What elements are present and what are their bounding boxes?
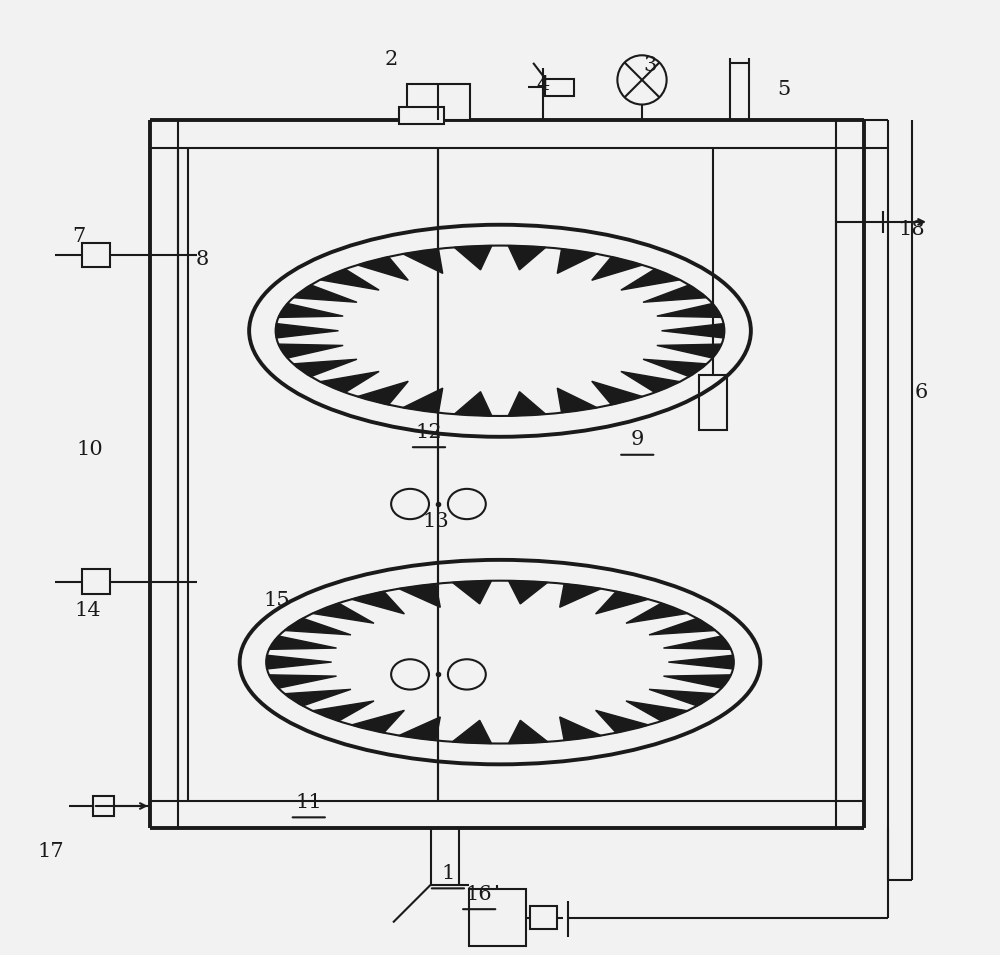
Polygon shape (452, 720, 492, 743)
Polygon shape (293, 359, 357, 376)
Polygon shape (269, 636, 337, 649)
Polygon shape (293, 285, 357, 303)
Text: 11: 11 (295, 793, 322, 812)
Polygon shape (357, 381, 408, 405)
Polygon shape (285, 618, 351, 635)
Polygon shape (313, 604, 374, 624)
Polygon shape (351, 591, 404, 614)
Polygon shape (403, 388, 443, 413)
Text: 16: 16 (466, 884, 492, 903)
Bar (699, 375, 727, 430)
Text: 12: 12 (416, 422, 442, 441)
Polygon shape (278, 344, 343, 358)
Polygon shape (663, 636, 731, 649)
Polygon shape (557, 388, 597, 413)
Polygon shape (649, 690, 715, 706)
Text: 2: 2 (385, 50, 398, 69)
Bar (82, 569, 110, 594)
Bar (530, 906, 557, 929)
Polygon shape (351, 711, 404, 732)
Polygon shape (663, 675, 731, 689)
Polygon shape (399, 717, 440, 740)
Polygon shape (313, 701, 374, 721)
Bar (93, 796, 114, 817)
Polygon shape (626, 701, 687, 721)
Polygon shape (643, 285, 707, 303)
Text: 18: 18 (898, 220, 925, 239)
Polygon shape (454, 245, 492, 270)
Bar (469, 889, 526, 946)
Bar (82, 243, 110, 267)
Polygon shape (454, 392, 492, 416)
Text: 9: 9 (631, 430, 644, 449)
Polygon shape (649, 618, 715, 635)
Text: 4: 4 (536, 75, 549, 95)
Polygon shape (320, 371, 379, 393)
Text: 17: 17 (37, 842, 64, 861)
Polygon shape (320, 269, 379, 290)
Polygon shape (657, 344, 722, 358)
Polygon shape (452, 581, 492, 604)
Polygon shape (557, 249, 597, 273)
Polygon shape (403, 249, 443, 273)
Polygon shape (560, 584, 601, 607)
Polygon shape (621, 371, 680, 393)
Polygon shape (508, 581, 548, 604)
Polygon shape (560, 717, 601, 740)
Polygon shape (508, 245, 546, 270)
Text: 6: 6 (915, 383, 928, 402)
Polygon shape (508, 720, 548, 743)
Bar (545, 79, 574, 96)
Bar (399, 107, 444, 124)
Polygon shape (269, 675, 337, 689)
Text: 13: 13 (422, 513, 449, 532)
Text: 1: 1 (441, 863, 455, 882)
Bar (407, 84, 470, 119)
Polygon shape (592, 381, 643, 405)
Polygon shape (596, 591, 649, 614)
Polygon shape (643, 359, 707, 376)
Polygon shape (508, 392, 546, 416)
Polygon shape (626, 604, 687, 624)
Polygon shape (285, 690, 351, 706)
Text: 10: 10 (77, 439, 103, 458)
Polygon shape (278, 304, 343, 317)
Polygon shape (592, 257, 643, 280)
Polygon shape (621, 269, 680, 290)
Polygon shape (276, 324, 338, 338)
Text: 5: 5 (777, 80, 791, 99)
Text: 3: 3 (643, 56, 656, 75)
Polygon shape (267, 655, 332, 669)
Polygon shape (662, 324, 724, 338)
Polygon shape (399, 584, 440, 607)
Text: 7: 7 (72, 226, 85, 245)
Polygon shape (357, 257, 408, 280)
Text: 15: 15 (263, 591, 290, 610)
Polygon shape (668, 655, 733, 669)
Polygon shape (596, 711, 649, 732)
Text: 14: 14 (75, 601, 102, 620)
Polygon shape (657, 304, 722, 317)
Text: 8: 8 (195, 250, 208, 269)
